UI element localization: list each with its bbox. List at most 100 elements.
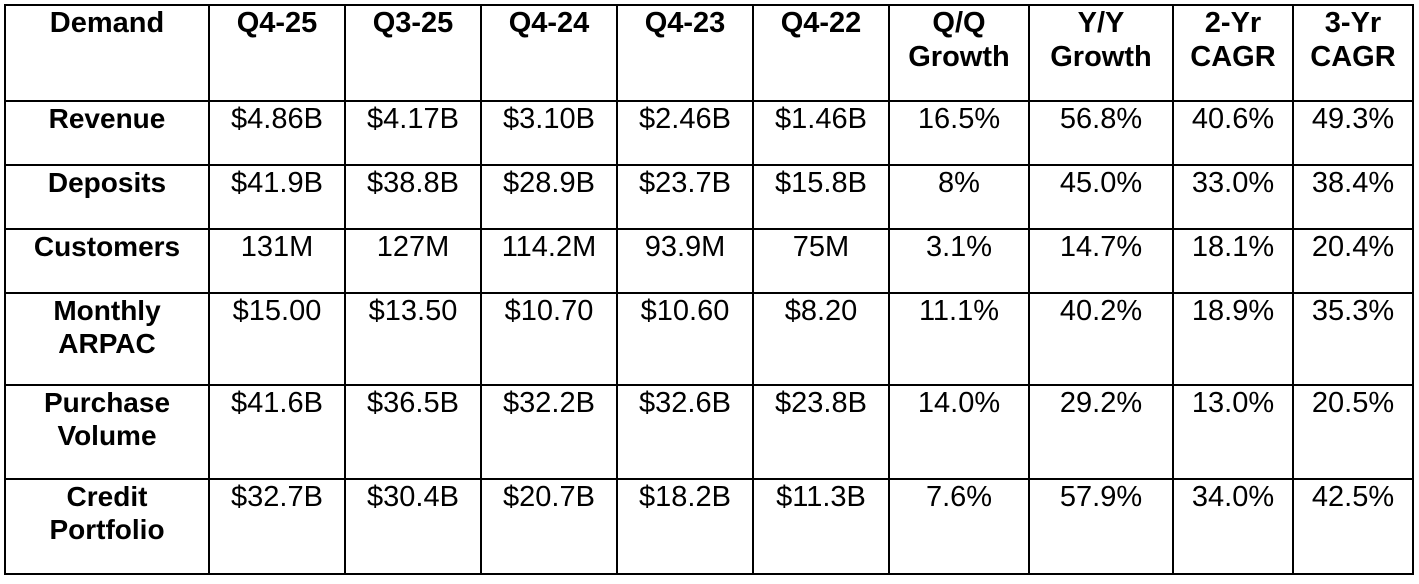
header-q4-24: Q4-24 [480,4,618,102]
table-cell: 11.1% [888,292,1030,386]
table-cell: $2.46B [616,100,754,166]
header-text: Growth [1050,41,1152,73]
table-cell: $10.60 [616,292,754,386]
header-text: Q4-23 [644,7,726,39]
table-cell: $23.8B [752,384,890,480]
table-cell: $15.8B [752,164,890,230]
table-cell: 34.0% [1172,478,1294,575]
header-text: 3-Yr [1324,7,1382,39]
table-cell: 127M [344,228,482,294]
table-cell: 45.0% [1028,164,1174,230]
row-label: Monthly ARPAC [4,292,210,386]
table-cell: 14.0% [888,384,1030,480]
table-cell: 20.5% [1292,384,1414,480]
table-cell: 40.2% [1028,292,1174,386]
table-cell: $18.2B [616,478,754,575]
header-text: 2-Yr [1204,7,1262,39]
row-label-text: Monthly [53,295,161,326]
table-cell: $30.4B [344,478,482,575]
table-row-customers: Customers 131M 127M 114.2M 93.9M 75M 3.1… [4,228,1414,294]
table-cell: 16.5% [888,100,1030,166]
row-label: Purchase Volume [4,384,210,480]
table-cell: 49.3% [1292,100,1414,166]
table-cell: 93.9M [616,228,754,294]
table-cell: 14.7% [1028,228,1174,294]
header-text: Growth [908,41,1010,73]
header-text: Demand [49,7,165,39]
table-cell: $1.46B [752,100,890,166]
table-cell: $8.20 [752,292,890,386]
table-cell: 33.0% [1172,164,1294,230]
row-label-text: Customers [33,231,181,262]
table-cell: 56.8% [1028,100,1174,166]
header-text: Q/Q [932,7,986,39]
row-label-text: Revenue [48,103,166,134]
row-label: Deposits [4,164,210,230]
row-label-text: Portfolio [49,514,165,545]
table-cell: $36.5B [344,384,482,480]
header-demand: Demand [4,4,210,102]
header-text: Y/Y [1077,7,1125,39]
table-row-purchase-volume: Purchase Volume $41.6B $36.5B $32.2B $32… [4,384,1414,480]
table-cell: 114.2M [480,228,618,294]
row-label-text: ARPAC [58,328,156,359]
header-text: Q4-25 [236,7,318,39]
table-row-monthly-arpac: Monthly ARPAC $15.00 $13.50 $10.70 $10.6… [4,292,1414,386]
row-label-text: Purchase [43,387,171,418]
table-cell: 131M [208,228,346,294]
header-text: Q4-22 [780,7,862,39]
row-label-text: Volume [57,420,157,451]
table-cell: $4.17B [344,100,482,166]
table-cell: 35.3% [1292,292,1414,386]
table-cell: 13.0% [1172,384,1294,480]
demand-metrics-table: Demand Q4-25 Q3-25 Q4-24 Q4-23 Q4-22 Q/Q… [4,4,1414,575]
table-cell: $13.50 [344,292,482,386]
row-label: Revenue [4,100,210,166]
table-cell: $41.9B [208,164,346,230]
header-q4-23: Q4-23 [616,4,754,102]
table-cell: $38.8B [344,164,482,230]
header-3yr-cagr: 3-Yr CAGR [1292,4,1414,102]
row-label-text: Deposits [47,167,167,198]
table-cell: 20.4% [1292,228,1414,294]
header-text: CAGR [1310,41,1396,73]
table-cell: 40.6% [1172,100,1294,166]
table-row-revenue: Revenue $4.86B $4.17B $3.10B $2.46B $1.4… [4,100,1414,166]
header-q4-22: Q4-22 [752,4,890,102]
row-label: Customers [4,228,210,294]
table-cell: $41.6B [208,384,346,480]
row-label: Credit Portfolio [4,478,210,575]
table-cell: $32.6B [616,384,754,480]
table-cell: 8% [888,164,1030,230]
table-cell: $23.7B [616,164,754,230]
header-2yr-cagr: 2-Yr CAGR [1172,4,1294,102]
table-cell: $32.2B [480,384,618,480]
header-q4-25: Q4-25 [208,4,346,102]
table-cell: $32.7B [208,478,346,575]
table-cell: 75M [752,228,890,294]
table-cell: $3.10B [480,100,618,166]
table-cell: $4.86B [208,100,346,166]
table-cell: 38.4% [1292,164,1414,230]
header-yy-growth: Y/Y Growth [1028,4,1174,102]
header-q3-25: Q3-25 [344,4,482,102]
table-header-row: Demand Q4-25 Q3-25 Q4-24 Q4-23 Q4-22 Q/Q… [4,4,1414,102]
table-cell: 18.1% [1172,228,1294,294]
table-cell: 18.9% [1172,292,1294,386]
row-label-text: Credit [66,481,148,512]
header-text: Q4-24 [508,7,590,39]
table-cell: 42.5% [1292,478,1414,575]
table-row-credit-portfolio: Credit Portfolio $32.7B $30.4B $20.7B $1… [4,478,1414,575]
header-qq-growth: Q/Q Growth [888,4,1030,102]
table-cell: 7.6% [888,478,1030,575]
header-text: CAGR [1190,41,1276,73]
table-cell: $11.3B [752,478,890,575]
table-cell: $15.00 [208,292,346,386]
table-cell: 57.9% [1028,478,1174,575]
table-cell: $10.70 [480,292,618,386]
header-text: Q3-25 [372,7,454,39]
table-cell: $28.9B [480,164,618,230]
table-cell: $20.7B [480,478,618,575]
table-cell: 29.2% [1028,384,1174,480]
table-row-deposits: Deposits $41.9B $38.8B $28.9B $23.7B $15… [4,164,1414,230]
